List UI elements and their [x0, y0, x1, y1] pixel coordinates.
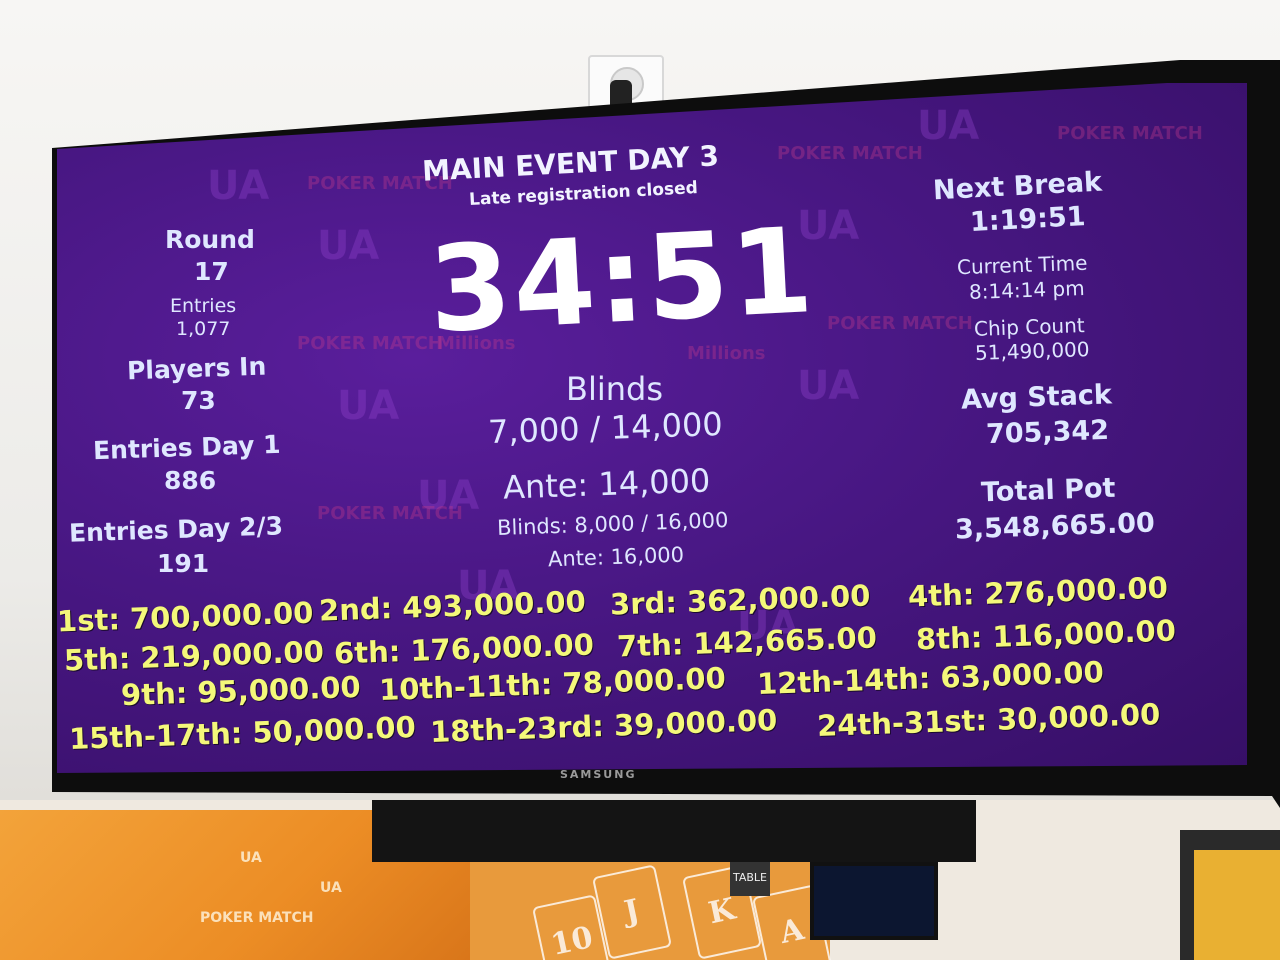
wall-logo: UA: [240, 850, 262, 866]
payout-3rd: 3rd: 362,000.00: [609, 578, 871, 622]
payout-7th: 7th: 142,665.00: [616, 620, 878, 664]
payout-8th: 8th: 116,000.00: [915, 613, 1177, 657]
watermark-ua: UA: [417, 473, 480, 519]
next-blinds: Blinds: 8,000 / 16,000: [496, 507, 729, 541]
watermark-pokermatch: POKER MATCH: [317, 503, 463, 524]
chip-count-value: 51,490,000: [974, 337, 1090, 365]
ante-value: Ante: 14,000: [502, 461, 711, 507]
playing-cards-mural: 10 J K A: [470, 860, 833, 960]
entries-label: Entries: [170, 295, 237, 317]
round-label: Round: [165, 225, 255, 254]
watermark-ua: UA: [317, 223, 380, 269]
payout-5th: 5th: 219,000.00: [63, 634, 325, 678]
next-ante: Ante: 16,000: [547, 542, 685, 572]
small-tv: [810, 862, 938, 940]
table-sign: TABLE: [730, 860, 770, 896]
current-time-value: 8:14:14 pm: [968, 275, 1086, 305]
round-value: 17: [194, 257, 229, 286]
payout-24th-31st: 24th-31st: 30,000.00: [816, 697, 1161, 743]
players-in-label: Players In: [126, 351, 267, 386]
poster: [1194, 850, 1280, 960]
entries-day1-label: Entries Day 1: [92, 429, 281, 466]
background-scene: UA UA POKER MATCH 10 J K A: [0, 800, 1280, 960]
entries-day23-label: Entries Day 2/3: [68, 511, 284, 548]
tv-brand-logo: SAMSUNG: [560, 768, 637, 781]
watermark-ua: UA: [737, 603, 800, 649]
avg-stack-label: Avg Stack: [960, 379, 1113, 416]
watermark-ua: UA: [797, 363, 860, 409]
watermark-pokermatch: POKER MATCH: [827, 313, 973, 334]
avg-stack-value: 705,342: [985, 414, 1110, 451]
current-time-label: Current Time: [956, 250, 1088, 280]
watermark-ua: UA: [917, 103, 980, 149]
watermark-ua: UA: [337, 383, 400, 429]
next-break-value: 1:19:51: [969, 200, 1087, 239]
watermark-ua: UA: [457, 563, 520, 609]
payout-18th-23rd: 18th-23rd: 39,000.00: [429, 702, 778, 750]
watermark-pokermatch: POKER MATCH: [297, 333, 443, 354]
watermark-millions: Millions: [687, 343, 766, 364]
wall-logo: UA: [320, 880, 342, 896]
payout-15th-17th: 15th-17th: 50,000.00: [68, 709, 417, 757]
level-timer: 34:51: [425, 201, 818, 359]
wall-logo: POKER MATCH: [200, 910, 314, 926]
tv-mount-bracket: [372, 800, 976, 862]
payout-2nd: 2nd: 493,000.00: [318, 584, 587, 628]
watermark-pokermatch: POKER MATCH: [1057, 123, 1203, 144]
payout-12th-14th: 12th-14th: 63,000.00: [756, 654, 1105, 702]
payout-4th: 4th: 276,000.00: [907, 570, 1169, 614]
blinds-value: 7,000 / 14,000: [487, 404, 724, 452]
watermark-millions: Millions: [437, 333, 516, 354]
watermark-pokermatch: POKER MATCH: [777, 143, 923, 164]
total-pot-value: 3,548,665.00: [954, 507, 1156, 546]
entries-value: 1,077: [176, 318, 231, 340]
total-pot-label: Total Pot: [980, 472, 1116, 509]
doorway: [1180, 830, 1280, 960]
entries-day23-value: 191: [157, 549, 210, 578]
payout-1st: 1st: 700,000.00: [57, 595, 314, 639]
watermark-ua: UA: [207, 163, 270, 209]
blinds-label: Blinds: [566, 370, 663, 408]
payout-9th: 9th: 95,000.00: [120, 669, 362, 713]
payout-10th-11th: 10th-11th: 78,000.00: [378, 660, 727, 708]
watermark-pokermatch: POKER MATCH: [307, 173, 453, 194]
watermark-ua: UA: [797, 203, 860, 249]
power-cable: [610, 80, 632, 110]
tournament-clock-screen: UA UA UA UA UA UA UA UA UA POKER MATCH P…: [57, 83, 1247, 773]
players-in-value: 73: [181, 386, 216, 415]
entries-day1-value: 886: [164, 466, 217, 495]
payout-6th: 6th: 176,000.00: [333, 627, 595, 671]
